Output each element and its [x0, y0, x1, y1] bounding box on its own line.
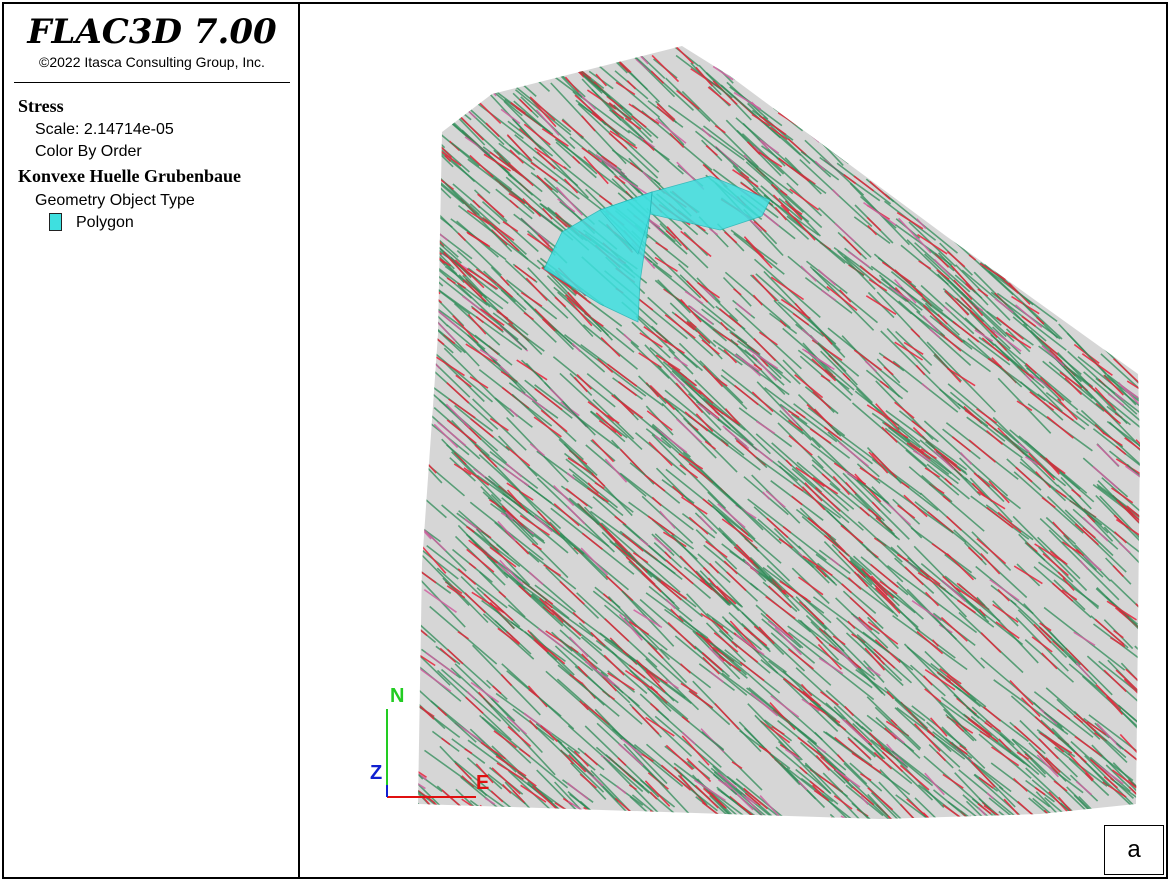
axis-north-label: N: [390, 685, 404, 707]
model-scene[interactable]: N E Z: [300, 4, 1166, 877]
axis-east-label: E: [476, 772, 489, 794]
geometry-heading: Konvexe Huelle Grubenbaue: [18, 166, 242, 186]
copyright-text: ©2022 Itasca Consulting Group, Inc.: [39, 54, 265, 70]
stress-color-by: Color By Order: [35, 143, 142, 160]
legend-panel: FLAC3D 7.00 ©2022 Itasca Consulting Grou…: [4, 4, 300, 877]
axis-triad: N E Z: [370, 685, 489, 798]
geometry-type-label: Geometry Object Type: [35, 192, 195, 209]
title-divider: [14, 82, 290, 83]
model-viewport[interactable]: N E Z a: [300, 4, 1166, 877]
axis-z-label: Z: [370, 762, 382, 784]
app-title: FLAC3D 7.00: [27, 12, 277, 52]
polygon-object: [543, 175, 771, 323]
figure-tag: a: [1104, 825, 1164, 875]
polygon-label: Polygon: [76, 214, 134, 231]
stress-heading: Stress: [18, 96, 64, 116]
stress-scale: Scale: 2.14714e-05: [35, 121, 174, 138]
polygon-swatch: [49, 213, 62, 231]
